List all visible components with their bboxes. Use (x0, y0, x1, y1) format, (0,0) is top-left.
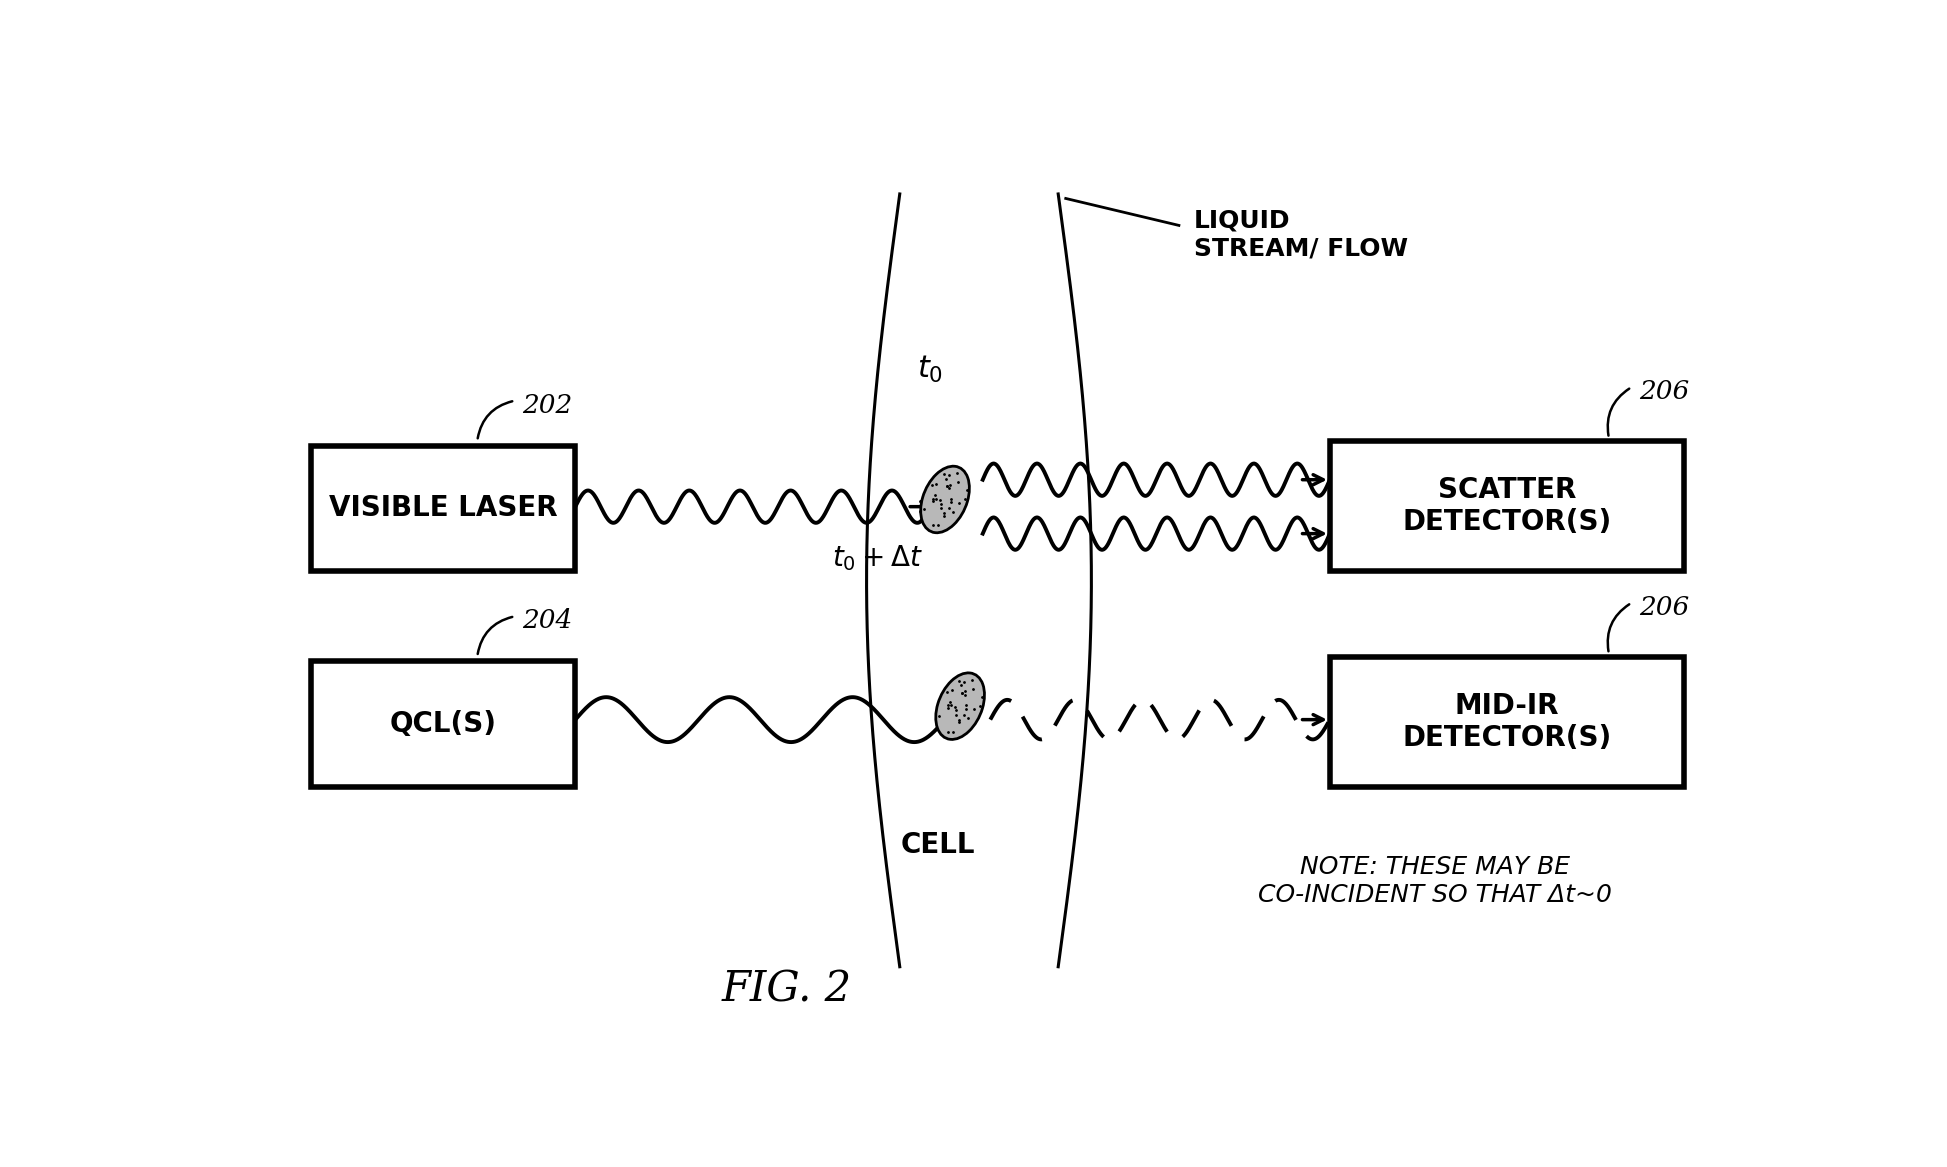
Text: 206: 206 (1639, 379, 1690, 404)
FancyBboxPatch shape (1330, 441, 1684, 572)
Text: 206: 206 (1639, 595, 1690, 620)
Text: CELL: CELL (900, 831, 975, 859)
Text: MID-IR
DETECTOR(S): MID-IR DETECTOR(S) (1402, 692, 1612, 752)
Ellipse shape (937, 673, 985, 740)
FancyBboxPatch shape (312, 662, 576, 787)
Text: $t_0+\Delta t$: $t_0+\Delta t$ (831, 543, 923, 573)
Text: 204: 204 (522, 608, 572, 634)
Text: NOTE: THESE MAY BE
CO-INCIDENT SO THAT Δt~0: NOTE: THESE MAY BE CO-INCIDENT SO THAT Δ… (1258, 855, 1612, 907)
Text: FIG. 2: FIG. 2 (722, 969, 851, 1011)
Text: SCATTER
DETECTOR(S): SCATTER DETECTOR(S) (1402, 476, 1612, 537)
Text: VISIBLE LASER: VISIBLE LASER (329, 495, 557, 523)
Text: QCL(S): QCL(S) (389, 711, 496, 738)
FancyBboxPatch shape (1330, 657, 1684, 787)
Text: $t_0$: $t_0$ (917, 354, 942, 385)
Ellipse shape (921, 466, 970, 533)
FancyBboxPatch shape (312, 446, 576, 572)
Text: LIQUID
STREAM/ FLOW: LIQUID STREAM/ FLOW (1194, 209, 1408, 260)
Text: 202: 202 (522, 392, 572, 418)
